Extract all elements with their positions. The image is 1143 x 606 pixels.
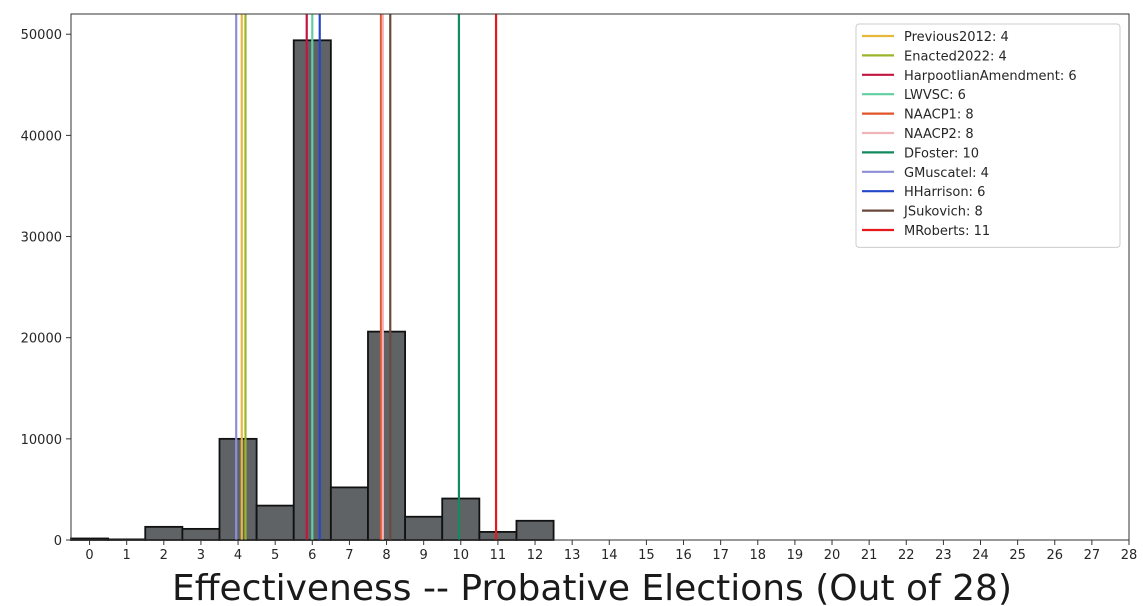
legend-entry: NAACP2: 8 bbox=[904, 127, 974, 142]
x-tick-label: 15 bbox=[638, 548, 655, 563]
y-tick-label: 40000 bbox=[21, 129, 62, 144]
legend: Previous2012: 4 Enacted2022: 4 Harpootlian… bbox=[855, 23, 1121, 248]
axes-frame bbox=[70, 13, 1130, 541]
x-tick-label: 13 bbox=[564, 548, 581, 563]
legend-box bbox=[855, 23, 1121, 248]
histogram-bar bbox=[478, 531, 518, 541]
legend-entry: NAACP1: 8 bbox=[904, 108, 974, 123]
histogram-bar bbox=[255, 504, 295, 541]
x-tick-label: 7 bbox=[345, 548, 353, 563]
x-tick-label: 0 bbox=[85, 548, 93, 563]
x-tick-label: 5 bbox=[271, 548, 279, 563]
y-tick-label: 30000 bbox=[21, 231, 62, 246]
x-tick-label: 21 bbox=[861, 548, 878, 563]
legend-entry: DFoster: 10 bbox=[904, 146, 979, 161]
x-tick-label: 16 bbox=[675, 548, 692, 563]
x-tick-label: 25 bbox=[1009, 548, 1026, 563]
histogram-bar bbox=[218, 437, 258, 541]
histogram-bar bbox=[441, 497, 481, 541]
histogram-bar bbox=[367, 330, 407, 541]
x-tick-label: 28 bbox=[1121, 548, 1138, 563]
y-tick-label: 10000 bbox=[21, 433, 62, 448]
x-axis-label: Effectiveness -- Probative Elections (Ou… bbox=[172, 568, 1012, 606]
x-tick-label: 22 bbox=[898, 548, 915, 563]
x-tick-label: 24 bbox=[972, 548, 989, 563]
x-tick-label: 12 bbox=[527, 548, 544, 563]
x-tick-label: 20 bbox=[824, 548, 841, 563]
legend-entry: HarpootlianAmendment: 6 bbox=[904, 69, 1077, 84]
histogram-bar bbox=[329, 486, 369, 541]
x-tick-label: 14 bbox=[601, 548, 618, 563]
axes: 0 1 2 3 4 5 6 7 8 9 10 11 12 13 14 15 16 17 18 19 20 21 22 23 24… bbox=[21, 13, 1138, 563]
histogram-bar bbox=[144, 525, 184, 541]
y-tick-label: 50000 bbox=[21, 28, 62, 43]
x-tick-label: 18 bbox=[749, 548, 766, 563]
histogram-bar bbox=[181, 527, 221, 541]
legend-entry: GMuscatel: 4 bbox=[904, 166, 989, 181]
x-tick-label: 26 bbox=[1046, 548, 1063, 563]
x-tick-label: 17 bbox=[712, 548, 729, 563]
x-tick-label: 9 bbox=[420, 548, 428, 563]
x-tick-label: 11 bbox=[490, 548, 507, 563]
x-tick-label: 4 bbox=[234, 548, 242, 563]
x-tick-label: 8 bbox=[382, 548, 390, 563]
plan-lines bbox=[235, 14, 498, 540]
x-tick-label: 10 bbox=[453, 548, 470, 563]
x-tick-label: 19 bbox=[787, 548, 804, 563]
legend-entry: Enacted2022: 4 bbox=[904, 49, 1007, 64]
histogram-bar bbox=[515, 519, 555, 541]
histogram-bar bbox=[404, 515, 444, 541]
x-tick-label: 2 bbox=[160, 548, 168, 563]
legend-entry: HHarrison: 6 bbox=[904, 185, 985, 200]
legend-entry: JSukovich: 8 bbox=[903, 205, 983, 220]
legend-entry: MRoberts: 11 bbox=[904, 224, 990, 239]
x-tick-label: 1 bbox=[123, 548, 131, 563]
y-tick-label: 20000 bbox=[21, 332, 62, 347]
x-tick-label: 23 bbox=[935, 548, 952, 563]
y-tick-label: 0 bbox=[54, 534, 62, 549]
legend-entry: Previous2012: 4 bbox=[904, 30, 1009, 45]
legend-entry: LWVSC: 6 bbox=[904, 88, 966, 103]
x-tick-label: 27 bbox=[1084, 548, 1101, 563]
x-tick-label: 6 bbox=[308, 548, 316, 563]
x-tick-label: 3 bbox=[197, 548, 205, 563]
